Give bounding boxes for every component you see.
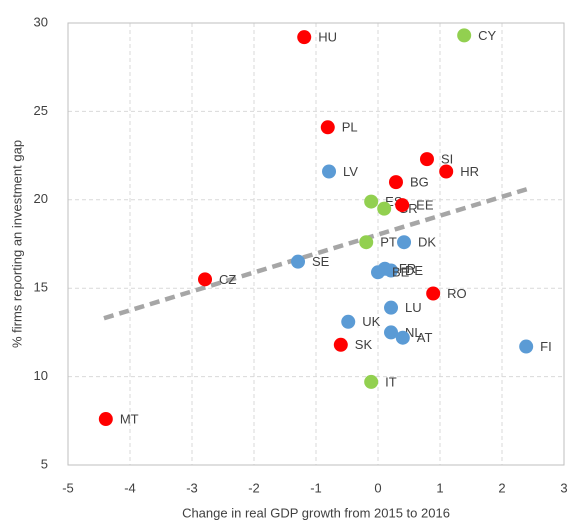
- point-label: PT: [380, 235, 397, 250]
- point-label: PL: [342, 120, 358, 135]
- point-label: FI: [540, 339, 552, 354]
- point: [397, 235, 412, 250]
- point-label: LV: [343, 164, 358, 179]
- point-label: DK: [418, 235, 436, 250]
- x-tick-label: -4: [124, 480, 136, 495]
- y-tick-label: 25: [34, 103, 48, 118]
- point-label: MT: [120, 411, 139, 426]
- point-label: AT: [417, 330, 433, 345]
- point: [384, 325, 399, 340]
- point-label: CY: [478, 28, 496, 43]
- y-axis-title: % firms reporting an investment gap: [9, 140, 24, 348]
- point-label: SK: [355, 337, 373, 352]
- point: [395, 198, 410, 213]
- y-tick-label: 30: [34, 14, 48, 29]
- point-label: RO: [447, 286, 467, 301]
- point-label: LU: [405, 300, 422, 315]
- x-tick-label: -3: [186, 480, 198, 495]
- point: [384, 263, 399, 278]
- trendline: [103, 187, 528, 321]
- y-tick-label: 15: [34, 280, 48, 295]
- point: [457, 28, 472, 43]
- point: [419, 152, 434, 167]
- y-tick-label: 20: [34, 191, 48, 206]
- point: [377, 201, 392, 216]
- point-label: DE: [405, 263, 423, 278]
- x-tick-label: 1: [436, 480, 443, 495]
- plot-frame: [67, 22, 565, 466]
- point-label: CZ: [219, 272, 236, 287]
- x-tick-label: 3: [560, 480, 567, 495]
- point-label: BE: [392, 265, 410, 280]
- x-tick-label: -2: [248, 480, 260, 495]
- y-tick-label: 5: [41, 456, 48, 471]
- x-tick-label: -1: [310, 480, 322, 495]
- point-label: BG: [410, 175, 429, 190]
- x-tick-label: 2: [498, 480, 505, 495]
- y-tick-label: 10: [34, 368, 48, 383]
- point: [371, 265, 385, 280]
- point: [364, 374, 379, 389]
- point: [291, 254, 306, 269]
- point: [426, 286, 441, 301]
- point: [198, 272, 213, 287]
- point-label: EE: [416, 198, 434, 213]
- point-label: HR: [460, 164, 479, 179]
- point: [384, 300, 399, 315]
- point-label: SE: [312, 254, 330, 269]
- point: [359, 235, 374, 250]
- point: [364, 194, 379, 209]
- point: [519, 339, 534, 354]
- x-axis-title: Change in real GDP growth from 2015 to 2…: [182, 505, 450, 520]
- point: [98, 412, 113, 427]
- point: [439, 164, 454, 179]
- x-tick-label: -5: [62, 480, 74, 495]
- point: [297, 30, 312, 45]
- point: [388, 175, 403, 190]
- point-label: FR: [399, 261, 416, 276]
- point-label: SI: [441, 152, 453, 167]
- x-tick-label: 0: [374, 480, 381, 495]
- point: [333, 337, 348, 352]
- point-label: IT: [385, 374, 397, 389]
- point: [320, 120, 335, 135]
- point-label: UK: [362, 314, 380, 329]
- point: [322, 164, 337, 179]
- point: [341, 314, 356, 329]
- point: [395, 330, 410, 345]
- point-label: HU: [318, 30, 337, 45]
